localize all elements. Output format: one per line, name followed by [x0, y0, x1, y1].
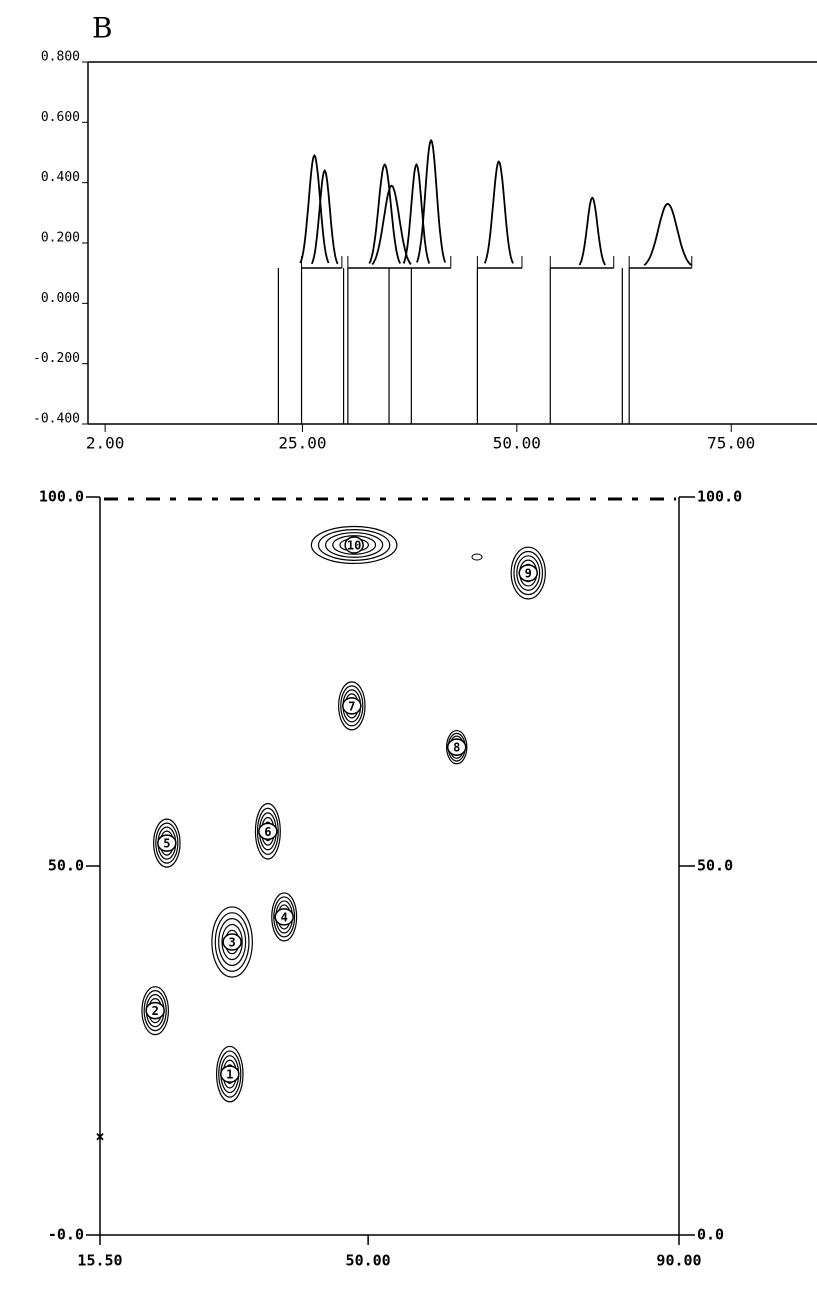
- x-tick-label: 50.00: [346, 1252, 391, 1270]
- y2-tick-label: 50.0: [697, 857, 733, 875]
- spot-label: 1: [226, 1068, 233, 1082]
- spot: 1: [217, 1046, 243, 1101]
- y-tick-label: 0.600: [41, 110, 80, 125]
- spot: 8: [447, 731, 467, 764]
- spot: 2: [142, 987, 168, 1035]
- x-tick-label: 2.00: [86, 434, 125, 453]
- spot-label: 8: [453, 741, 460, 755]
- y-tick-label: -0.0: [48, 1226, 84, 1244]
- spot-label: 3: [229, 936, 236, 950]
- spot: 3: [212, 907, 252, 977]
- spot-label: 4: [281, 910, 288, 924]
- x-tick-label: 50.00: [493, 434, 541, 453]
- y-tick-label: 0.400: [41, 170, 80, 185]
- peak: [644, 204, 691, 265]
- y2-tick-label: 100.0: [697, 488, 742, 506]
- spot-label: 2: [152, 1004, 159, 1018]
- spot-label: 6: [264, 825, 271, 839]
- spot-label: 5: [163, 837, 170, 851]
- spot-label: 9: [525, 567, 532, 581]
- y-tick-label: -0.400: [33, 412, 80, 427]
- spot: 4: [272, 893, 297, 941]
- y-tick-label: 0.000: [41, 291, 80, 306]
- y-tick-label: 0.800: [41, 50, 80, 65]
- spot: 9: [511, 547, 545, 599]
- spot: 6: [255, 804, 280, 859]
- figure: B × 0.800 0.600 0.400 0.200 0.000 -0.200 -0.40…: [0, 0, 817, 1309]
- x-tick-label: 15.50: [77, 1252, 122, 1270]
- peak: [485, 162, 513, 264]
- y-tick-label: 100.0: [39, 488, 84, 506]
- x-tick-label: 75.00: [707, 434, 755, 453]
- spot: 10: [311, 527, 396, 564]
- peak: [372, 186, 411, 265]
- marker: ×: [95, 1128, 104, 1146]
- spot-label: 10: [347, 538, 361, 552]
- y2-tick-label: 0.0: [697, 1226, 724, 1244]
- y-tick-label: 50.0: [48, 857, 84, 875]
- spot: 7: [339, 682, 365, 730]
- panel-label: B: [92, 12, 113, 45]
- x-tick-label: 90.00: [656, 1252, 701, 1270]
- y-tick-label: 0.200: [41, 231, 80, 246]
- spot: 5: [154, 819, 180, 867]
- artifact: [472, 554, 482, 560]
- y-tick-label: -0.200: [33, 351, 80, 366]
- spot-label: 7: [348, 699, 355, 713]
- x-tick-label: 25.00: [278, 434, 326, 453]
- page: {"panel_label": "B", "chart_data": [ {"t…: [0, 0, 817, 1309]
- peak: [579, 198, 605, 265]
